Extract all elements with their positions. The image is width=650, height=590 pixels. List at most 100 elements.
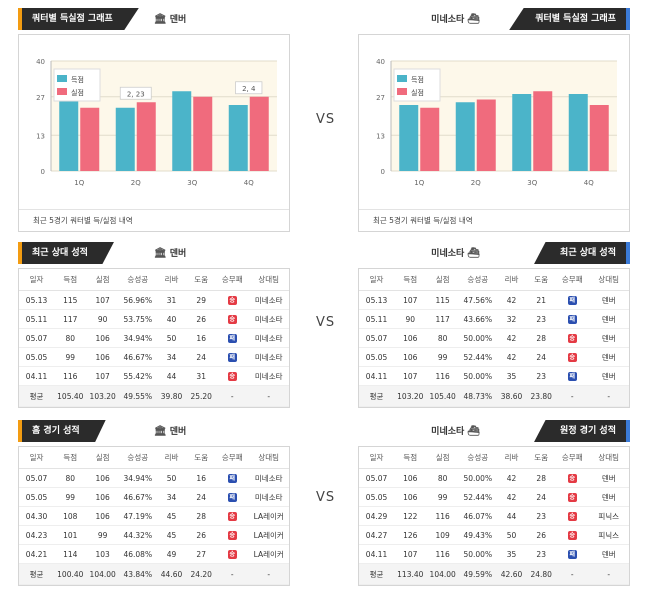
bar-conceded bbox=[533, 91, 553, 171]
table-cell: 패 bbox=[216, 347, 249, 367]
column-header: 실점 bbox=[426, 447, 459, 469]
table-cell: 80 bbox=[54, 468, 87, 488]
bank-icon: 🏛 bbox=[154, 14, 167, 25]
win-badge: 승 bbox=[227, 511, 237, 521]
table-cell: 106 bbox=[394, 328, 427, 348]
win-badge: 승 bbox=[567, 473, 577, 483]
table-cell: 107 bbox=[86, 366, 119, 386]
table-row: 05.05 106 99 52.44% 42 24 승 덴버 bbox=[359, 347, 629, 367]
table-cell: 피닉스 bbox=[588, 525, 629, 545]
table-cell: 115 bbox=[426, 290, 459, 310]
table-cell: 05.07 bbox=[19, 468, 55, 488]
table-cell: 31 bbox=[156, 290, 187, 310]
panel-tab-title: 최근 상대 성적 bbox=[18, 242, 114, 264]
table-cell: 42 bbox=[496, 328, 527, 348]
table-cell: 덴버 bbox=[588, 328, 629, 348]
table-cell: 55.42% bbox=[118, 366, 157, 386]
chart-note: 최근 5경기 쿼터별 득/실점 내역 bbox=[359, 209, 629, 231]
legend-swatch bbox=[57, 88, 67, 95]
table-cell: 35 bbox=[496, 366, 527, 386]
table-cell: 43.84% bbox=[118, 563, 157, 585]
table-cell: 117 bbox=[426, 309, 459, 329]
table-cell: 50.00% bbox=[458, 468, 497, 488]
y-tick-label: 13 bbox=[376, 132, 385, 140]
recent-panel-denver: 최근 상대 성적 🏛 덴버 일자 득점 실점 승성공 리바 도움 승무패 상대팀 05.13 115… bbox=[18, 242, 290, 408]
legend-swatch bbox=[397, 88, 407, 95]
table-cell: 46.08% bbox=[118, 544, 157, 564]
vs-label: VS bbox=[316, 112, 336, 127]
column-header: 득점 bbox=[394, 447, 427, 469]
column-header: 일자 bbox=[19, 447, 55, 469]
table-cell: 05.07 bbox=[359, 328, 395, 348]
x-tick-label: 4Q bbox=[584, 179, 594, 187]
table-cell: - bbox=[556, 385, 589, 407]
table-row: 04.11 107 116 50.00% 35 23 패 덴버 bbox=[359, 544, 629, 564]
table-cell: 승 bbox=[556, 347, 589, 367]
column-header: 승무패 bbox=[216, 447, 249, 469]
table-cell: 28 bbox=[526, 328, 557, 348]
column-header: 승무패 bbox=[556, 447, 589, 469]
average-row: 평균 100.40 104.00 43.84% 44.60 24.20- - bbox=[19, 563, 289, 585]
table-row: 05.05 99 106 46.67% 34 24 패 미네소타 bbox=[19, 347, 289, 367]
table-cell: 49.55% bbox=[118, 385, 157, 407]
table-cell: - bbox=[248, 385, 289, 407]
table-cell: 47.19% bbox=[118, 506, 157, 526]
average-row: 평균 103.20 105.40 48.73% 38.60 23.80- - bbox=[359, 385, 629, 407]
table-row: 04.23 101 99 44.32% 45 26 승 LA레이커 bbox=[19, 525, 289, 545]
win-badge: 승 bbox=[567, 492, 577, 502]
column-header: 득점 bbox=[394, 269, 427, 291]
annotation-box bbox=[119, 86, 152, 100]
table-cell: 덴버 bbox=[588, 309, 629, 329]
table-cell: 05.13 bbox=[19, 290, 55, 310]
column-header: 리바 bbox=[496, 269, 527, 291]
table-cell: 99 bbox=[54, 347, 87, 367]
annotation-box bbox=[235, 81, 263, 95]
table-cell: 107 bbox=[394, 290, 427, 310]
annotation-label: 2, 4 bbox=[242, 85, 256, 93]
column-header: 승성공 bbox=[458, 269, 497, 291]
table-cell: 04.30 bbox=[19, 506, 55, 526]
column-header: 실점 bbox=[86, 269, 119, 291]
chart-note: 최근 5경기 쿼터별 득/실점 내역 bbox=[19, 209, 289, 231]
table-cell: 05.07 bbox=[359, 468, 395, 488]
table-cell: - bbox=[216, 563, 249, 585]
table-cell: 승 bbox=[556, 468, 589, 488]
table-cell: 38.60 bbox=[496, 385, 527, 407]
table-cell: 109 bbox=[426, 525, 459, 545]
y-tick-label: 40 bbox=[376, 58, 385, 66]
table-cell: 106 bbox=[394, 468, 427, 488]
bar-scored bbox=[228, 105, 248, 171]
table-cell: 승 bbox=[216, 544, 249, 564]
table-cell: 05.05 bbox=[19, 487, 55, 507]
panel-tab-title: 최근 상대 성적 bbox=[534, 242, 630, 264]
table-cell: 평균 bbox=[19, 563, 55, 585]
legend-label: 득점 bbox=[411, 76, 424, 84]
loss-badge: 패 bbox=[227, 492, 237, 502]
column-header: 승성공 bbox=[458, 447, 497, 469]
legend-label: 득점 bbox=[71, 76, 84, 84]
stats-table: 일자 득점 실점 승성공 리바 도움 승무패 상대팀 05.07 106 80 50.00% 42 28 승… bbox=[359, 447, 629, 585]
stats-table: 일자 득점 실점 승성공 리바 도움 승무패 상대팀 05.13 107 115 47.56% 42 21… bbox=[359, 269, 629, 407]
table-cell: 29 bbox=[186, 290, 217, 310]
table-cell: 35 bbox=[496, 544, 527, 564]
chart-panel-minnesota: 미네소타 ⛴ 쿼터별 득실점 그래프 0 13 27 40 1Q 2Q 3Q 4Q 득점 실점 최근… bbox=[358, 8, 630, 232]
table-cell: 45 bbox=[156, 506, 187, 526]
table-cell: 28 bbox=[186, 506, 217, 526]
bar-scored bbox=[172, 91, 192, 171]
bar-conceded bbox=[476, 99, 496, 171]
table-cell: 28 bbox=[526, 468, 557, 488]
table-cell: 덴버 bbox=[588, 290, 629, 310]
table-row: 05.05 99 106 46.67% 34 24 패 미네소타 bbox=[19, 487, 289, 507]
table-row: 04.11 107 116 50.00% 35 23 패 덴버 bbox=[359, 366, 629, 386]
table-cell: 16 bbox=[186, 468, 217, 488]
column-header: 도움 bbox=[526, 447, 557, 469]
table-cell: - bbox=[588, 563, 629, 585]
stats-table-box: 일자 득점 실점 승성공 리바 도움 승무패 상대팀 05.07 80 106 34.94% 50 16 패… bbox=[18, 446, 290, 586]
table-cell: 106 bbox=[86, 487, 119, 507]
table-cell: 05.05 bbox=[359, 487, 395, 507]
table-cell: 49.59% bbox=[458, 563, 497, 585]
table-cell: 106 bbox=[394, 347, 427, 367]
table-cell: 50.00% bbox=[458, 544, 497, 564]
vs-label: VS bbox=[316, 315, 336, 330]
